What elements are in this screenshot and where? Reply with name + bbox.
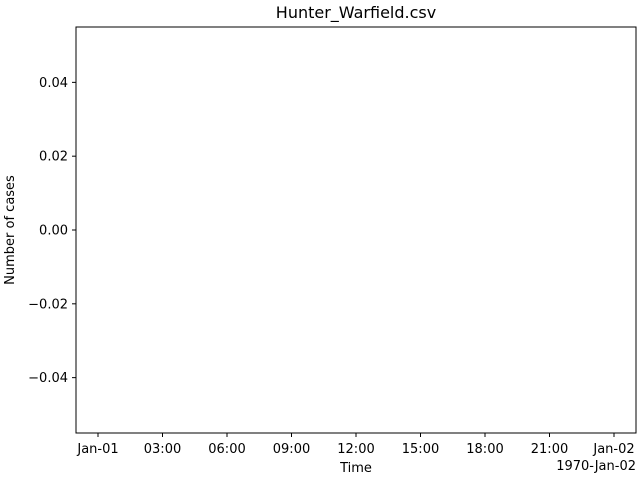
- y-tick-label: 0.02: [39, 150, 68, 165]
- x-tick-label: Jan-02: [592, 442, 634, 457]
- x-axis-title: Time: [339, 461, 372, 476]
- x-tick-label: 18:00: [466, 442, 503, 457]
- x-tick-label: 09:00: [273, 442, 310, 457]
- x-tick-label: 21:00: [531, 442, 568, 457]
- x-tick-label: 12:00: [337, 442, 374, 457]
- y-tick-label: −0.02: [28, 297, 68, 312]
- x-axis-offset-label: 1970-Jan-02: [556, 459, 636, 474]
- y-axis: −0.04 −0.02 0.00 0.02 0.04: [28, 76, 76, 386]
- y-axis-title: Number of cases: [3, 175, 18, 285]
- x-axis: Jan-01 03:00 06:00 09:00 12:00 15:00 18:00 21:0…: [76, 433, 635, 457]
- chart-title: Hunter_Warfield.csv: [276, 3, 436, 23]
- x-tick-label: 03:00: [144, 442, 181, 457]
- x-tick-label: 15:00: [402, 442, 439, 457]
- y-tick-label: 0.00: [39, 224, 68, 239]
- y-tick-label: −0.04: [28, 371, 68, 386]
- x-tick-label: Jan-01: [76, 442, 118, 457]
- x-tick-label: 06:00: [208, 442, 245, 457]
- y-tick-label: 0.04: [39, 76, 68, 91]
